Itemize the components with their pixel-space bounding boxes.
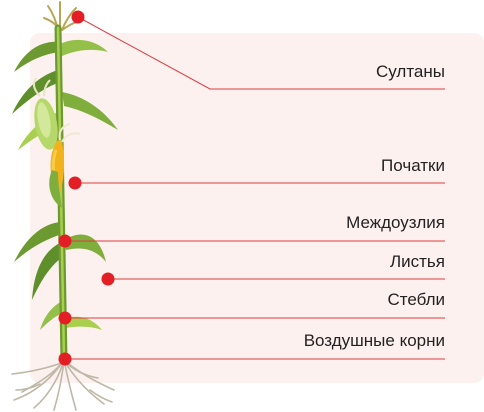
leader-tassels: [77, 16, 445, 90]
markers: [58, 10, 115, 366]
label-internodes: Междоузлия: [346, 213, 445, 232]
yellow-ear: [49, 123, 81, 208]
label-aerial-roots: Воздушные корни: [303, 331, 445, 350]
label-stems: Стебли: [387, 290, 445, 309]
marker-aerial-roots: [58, 352, 72, 366]
marker-ears: [68, 176, 82, 190]
marker-internodes: [58, 234, 72, 248]
label-ears: Початки: [381, 156, 445, 175]
marker-leaves: [101, 272, 115, 286]
label-leaves: Листья: [389, 252, 445, 271]
roots: [11, 359, 115, 411]
leader-lines: [65, 16, 445, 360]
label-tassels: Султаны: [376, 62, 445, 81]
marker-stems: [58, 311, 72, 325]
upper-ear: [32, 77, 58, 150]
marker-tassels: [71, 10, 85, 24]
label-panel: [30, 33, 484, 383]
